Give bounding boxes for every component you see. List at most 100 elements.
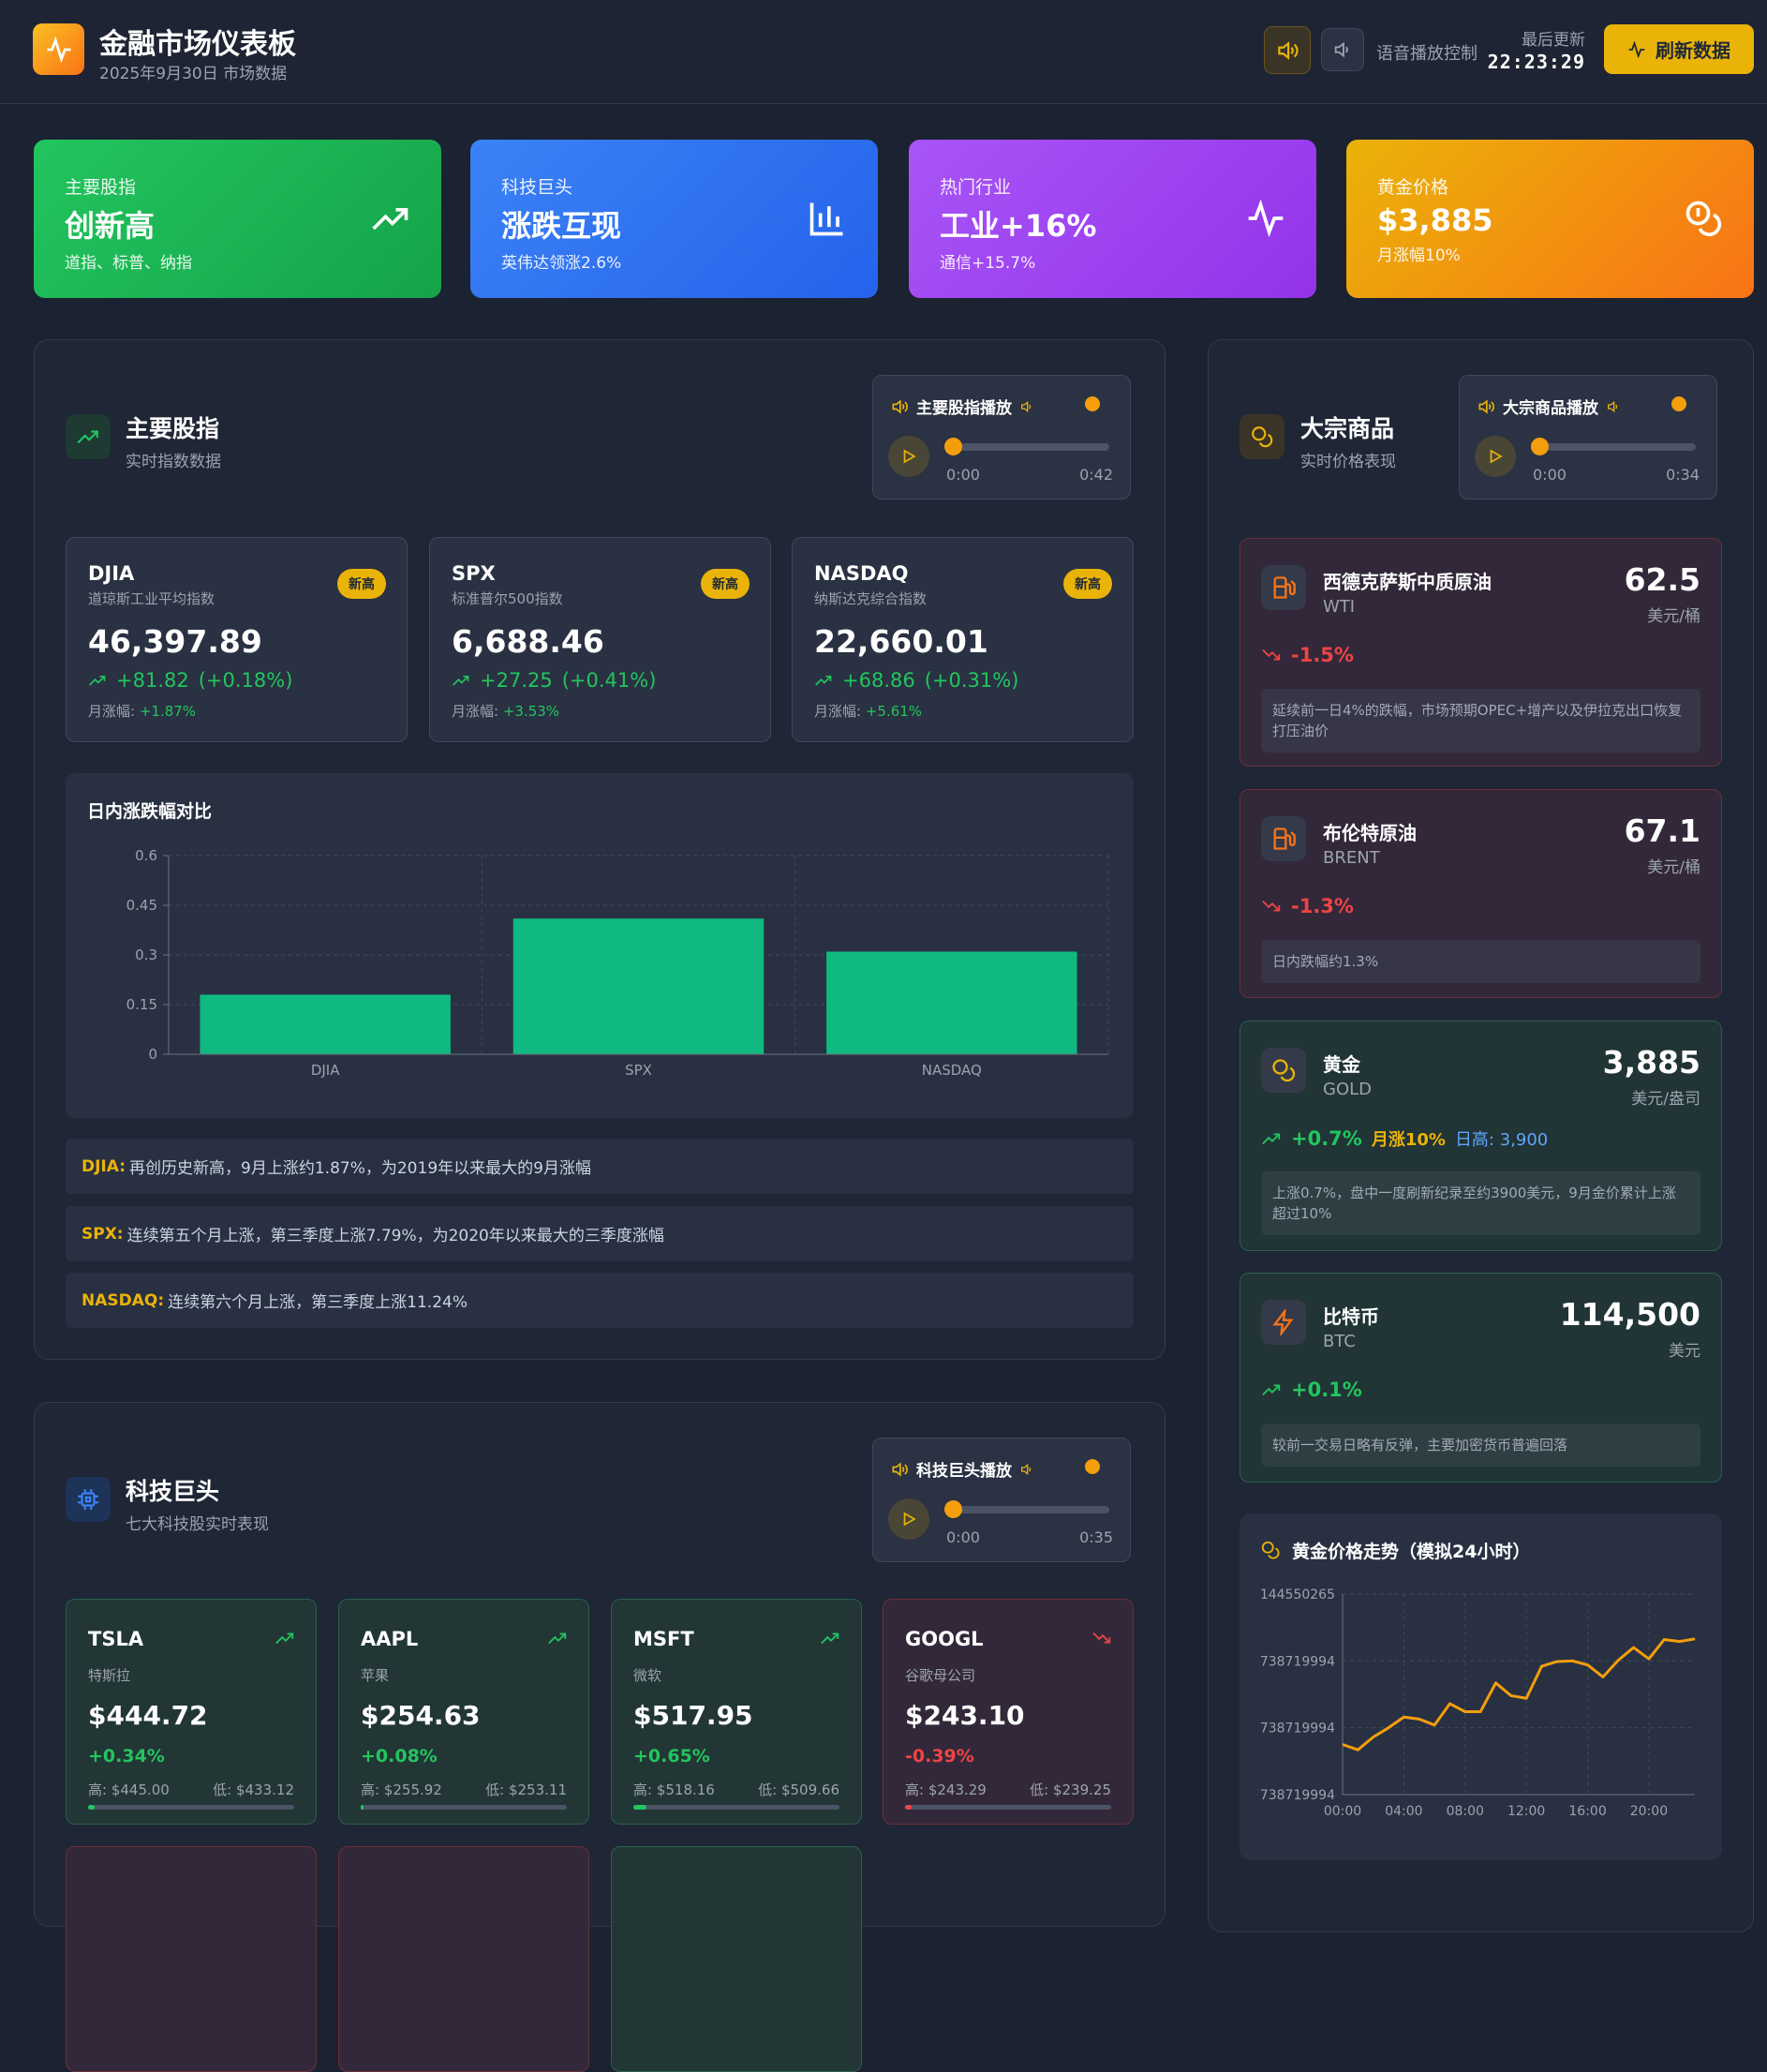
new-high-badge: 新高 [701, 569, 750, 599]
y-tick-label: 0.15 [126, 996, 157, 1013]
range-bar [905, 1805, 1111, 1810]
speaker-icon [1478, 398, 1494, 414]
stock-card-googl[interactable]: GOOGL 谷歌母公司 $243.10 -0.39% 高: $243.29 低: … [883, 1599, 1134, 1825]
note-label: SPX: [82, 1224, 124, 1244]
stock-card[interactable] [66, 1846, 317, 2072]
month-change: +3.53% [502, 703, 560, 720]
coins-icon [1240, 414, 1284, 459]
summary-value: 涨跌互现 [501, 208, 622, 244]
summary-label: 科技巨头 [501, 177, 573, 198]
trending-up-icon [1262, 1384, 1281, 1396]
summary-value: $3,885 [1377, 202, 1493, 238]
stock-price: $444.72 [88, 1700, 208, 1731]
stock-name: 谷歌母公司 [905, 1667, 976, 1684]
section-title: 大宗商品 [1300, 415, 1395, 442]
summary-card-indices: 主要股指 创新高 道指、标普、纳指 [34, 140, 441, 298]
progress-handle[interactable] [944, 1500, 962, 1518]
voice-on-button[interactable] [1264, 26, 1311, 74]
status-dot [1085, 1459, 1100, 1474]
index-note: NASDAQ: 连续第六个月上涨，第三季度上涨11.24% [66, 1273, 1134, 1328]
stock-high: 高: $518.16 [633, 1781, 715, 1798]
range-bar [88, 1805, 294, 1810]
player-label: 主要股指播放 [916, 399, 1012, 418]
coins-icon [1685, 201, 1722, 237]
commodity-name: 黄金 [1323, 1053, 1360, 1076]
index-change: +68.86 [842, 669, 915, 692]
play-button[interactable] [888, 1498, 929, 1540]
stock-high: 高: $243.29 [905, 1781, 987, 1798]
commodity-name: 布伦特原油 [1323, 822, 1417, 844]
index-change: +27.25 [480, 669, 553, 692]
progress-slider[interactable] [948, 443, 1109, 451]
stock-symbol: TSLA [88, 1628, 144, 1650]
index-change: +81.82 [116, 669, 189, 692]
page-title: 金融市场仪表板 [99, 28, 296, 61]
index-card-nasdaq: NASDAQ 纳斯达克综合指数 新高 22,660.01 +68.86 (+0.3… [792, 537, 1134, 742]
y-tick-label: 0.45 [126, 897, 157, 914]
current-time: 0:00 [946, 1528, 980, 1546]
trending-up-icon [548, 1632, 567, 1645]
total-time: 0:35 [1079, 1528, 1113, 1546]
y-tick-label: 0.6 [135, 847, 157, 864]
new-high-badge: 新高 [337, 569, 386, 599]
stock-card[interactable] [338, 1846, 589, 2072]
stock-card-msft[interactable]: MSFT 微软 $517.95 +0.65% 高: $518.16 低: $509… [611, 1599, 862, 1825]
commodity-note: 上涨0.7%，盘中一度刷新纪录至约3900美元，9月金价累计上涨超过10% [1261, 1171, 1700, 1235]
index-name: 标准普尔500指数 [452, 590, 563, 607]
summary-value: 工业+16% [940, 208, 1097, 244]
refresh-button[interactable]: 刷新数据 [1604, 24, 1754, 74]
speaker-icon [892, 398, 908, 414]
month-change: +5.61% [865, 703, 923, 720]
bar-spx [512, 918, 765, 1054]
fuel-pump-icon [1261, 816, 1306, 861]
bar-chart-svg: 0 0.15 0.3 0.45 0.6 DJIA SPX NASDAQ [126, 847, 1109, 1079]
stock-name: 特斯拉 [88, 1667, 131, 1684]
note-text: 再创历史新高，9月上涨约1.87%，为2019年以来最大的9月涨幅 [129, 1159, 591, 1178]
trending-up-icon [275, 1632, 294, 1645]
commodity-note: 较前一交易日略有反弹，主要加密货币普遍回落 [1261, 1424, 1700, 1467]
current-time: 0:00 [946, 466, 980, 484]
play-icon [903, 1512, 916, 1527]
index-change-pct: (+0.18%) [198, 669, 293, 692]
stock-change: +0.08% [361, 1746, 438, 1766]
commodity-price: 114,500 [1559, 1296, 1700, 1333]
index-symbol: SPX [452, 562, 496, 585]
voice-settings-button[interactable] [1321, 28, 1364, 71]
stock-card[interactable] [611, 1846, 862, 2072]
progress-handle[interactable] [1531, 438, 1549, 455]
y-tick-label: 144550265 [1260, 1588, 1335, 1602]
x-tick-label: NASDAQ [922, 1062, 982, 1079]
section-title: 主要股指 [126, 415, 220, 442]
range-fill [88, 1805, 95, 1810]
commodity-high: 日高: 3,900 [1454, 1130, 1549, 1150]
commodity-price: 3,885 [1602, 1044, 1700, 1081]
stock-symbol: GOOGL [905, 1628, 984, 1650]
total-time: 0:42 [1079, 466, 1113, 484]
stock-card-tsla[interactable]: TSLA 特斯拉 $444.72 +0.34% 高: $445.00 低: $43… [66, 1599, 317, 1825]
play-icon [1490, 449, 1503, 464]
summary-sub: 月涨幅10% [1377, 246, 1461, 265]
stock-price: $254.63 [361, 1700, 481, 1731]
trending-down-icon [1262, 648, 1281, 661]
progress-slider[interactable] [1535, 443, 1696, 451]
stock-symbol: MSFT [633, 1628, 694, 1650]
progress-handle[interactable] [944, 438, 962, 455]
progress-slider[interactable] [948, 1506, 1109, 1513]
range-fill [361, 1805, 364, 1810]
commodities-audio-player: 大宗商品播放 0:00 0:34 [1459, 375, 1717, 499]
play-button[interactable] [1475, 436, 1516, 477]
section-title: 科技巨头 [126, 1478, 220, 1505]
note-text: 连续第六个月上涨，第三季度上涨11.24% [168, 1293, 468, 1312]
trending-up-icon [1262, 1133, 1281, 1145]
commodity-symbol: WTI [1323, 597, 1356, 617]
stock-price: $517.95 [633, 1700, 753, 1731]
x-tick-label: DJIA [311, 1062, 340, 1079]
stock-card-aapl[interactable]: AAPL 苹果 $254.63 +0.08% 高: $255.92 低: $253… [338, 1599, 589, 1825]
play-button[interactable] [888, 436, 929, 477]
index-change-pct: (+0.31%) [924, 669, 1019, 692]
commodity-price: 62.5 [1624, 561, 1700, 598]
commodity-name: 西德克萨斯中质原油 [1323, 571, 1492, 593]
commodity-symbol: BTC [1323, 1332, 1356, 1351]
coins-icon [1261, 1541, 1280, 1559]
summary-sub: 英伟达领涨2.6% [501, 254, 622, 273]
